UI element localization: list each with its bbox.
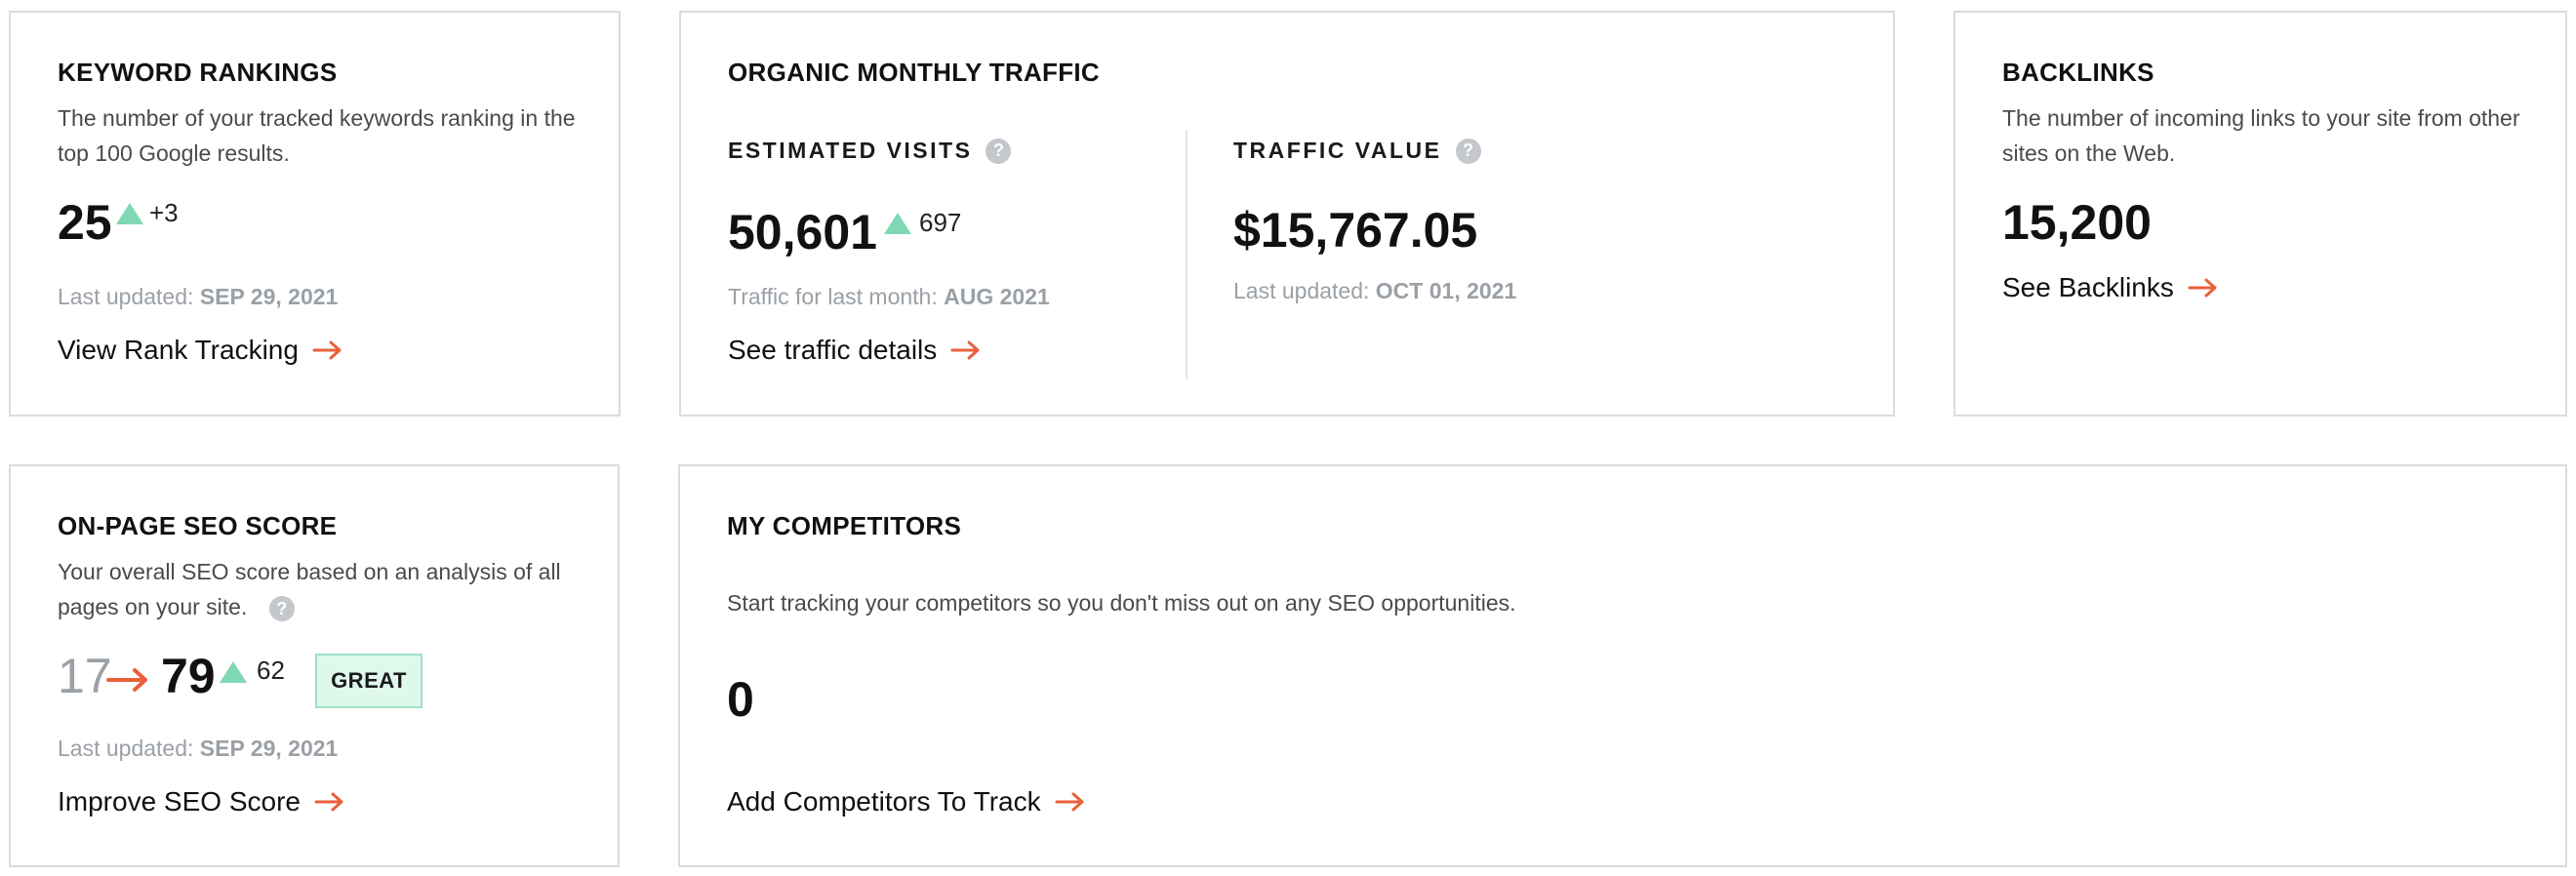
card-title: ORGANIC MONTHLY TRAFFIC: [728, 58, 1101, 87]
score-status-badge: GREAT: [315, 654, 423, 708]
link-label: See Backlinks: [2002, 272, 2174, 302]
onpage-seo-card: ON-PAGE SEO SCORE Your overall SEO score…: [9, 464, 620, 867]
add-competitors-link[interactable]: Add Competitors To Track: [727, 786, 1086, 817]
last-updated-prefix: Last updated:: [58, 736, 200, 761]
last-updated: Last updated: SEP 29, 2021: [58, 284, 338, 310]
estimated-visits-label: ESTIMATED VISITS ?: [728, 138, 1012, 164]
new-seo-score: 79: [161, 649, 216, 703]
link-label: See traffic details: [728, 335, 938, 365]
keyword-rankings-card: KEYWORD RANKINGS The number of your trac…: [9, 11, 621, 417]
last-updated-prefix: Last updated:: [1233, 278, 1376, 303]
traffic-value-updated: Last updated: OCT 01, 2021: [1233, 278, 1516, 304]
card-description: Start tracking your competitors so you d…: [727, 590, 1516, 616]
help-icon[interactable]: ?: [1455, 138, 1481, 164]
estimated-visits-value: 50,601: [728, 205, 877, 259]
card-title: BACKLINKS: [2002, 58, 2154, 87]
help-icon[interactable]: ?: [986, 138, 1012, 164]
visits-delta: 697: [919, 208, 962, 237]
card-description: The number of your tracked keywords rank…: [58, 105, 576, 166]
card-description: Your overall SEO score based on an analy…: [58, 554, 604, 624]
old-seo-score: 17: [58, 649, 112, 703]
view-rank-tracking-link[interactable]: View Rank Tracking: [58, 335, 343, 366]
last-updated: Last updated: SEP 29, 2021: [58, 736, 338, 762]
arrow-right-icon: [106, 668, 147, 692]
link-label: View Rank Tracking: [58, 335, 299, 365]
competitors-card: MY COMPETITORS Start tracking your compe…: [678, 464, 2567, 867]
link-label: Improve SEO Score: [58, 786, 301, 816]
triangle-up-icon: [884, 213, 911, 234]
sublabel-text: TRAFFIC VALUE: [1233, 138, 1442, 163]
arrow-right-icon: [950, 340, 980, 360]
last-updated-date: SEP 29, 2021: [199, 736, 339, 761]
traffic-value-amount: $15,767.05: [1233, 203, 1478, 258]
backlinks-card: BACKLINKS The number of incoming links t…: [1953, 11, 2567, 417]
triangle-up-icon: [220, 661, 247, 683]
arrow-right-icon: [314, 792, 343, 812]
see-traffic-details-link[interactable]: See traffic details: [728, 335, 982, 366]
see-backlinks-link[interactable]: See Backlinks: [2002, 272, 2219, 303]
help-icon[interactable]: ?: [268, 595, 295, 621]
backlinks-count: 15,200: [2002, 195, 2152, 250]
card-title: MY COMPETITORS: [727, 511, 962, 540]
seo-delta: 62: [257, 656, 285, 685]
improve-seo-score-link[interactable]: Improve SEO Score: [58, 786, 345, 817]
arrow-right-icon: [2188, 278, 2217, 298]
traffic-period-month: AUG 2021: [944, 284, 1050, 309]
arrow-right-icon: [1055, 792, 1084, 812]
ranking-count: 25: [58, 195, 112, 250]
link-label: Add Competitors To Track: [727, 786, 1041, 816]
card-title: KEYWORD RANKINGS: [58, 58, 338, 87]
organic-traffic-card: ORGANIC MONTHLY TRAFFIC ESTIMATED VISITS…: [679, 11, 1895, 417]
triangle-up-icon: [116, 203, 143, 224]
column-divider: [1186, 130, 1187, 379]
last-updated-date: OCT 01, 2021: [1375, 278, 1517, 303]
card-title: ON-PAGE SEO SCORE: [58, 511, 338, 540]
description-text: Your overall SEO score based on an analy…: [58, 559, 561, 619]
sublabel-text: ESTIMATED VISITS: [728, 138, 973, 163]
last-updated-date: SEP 29, 2021: [199, 284, 339, 309]
traffic-period: Traffic for last month: AUG 2021: [728, 284, 1050, 310]
ranking-delta: +3: [149, 198, 179, 227]
traffic-value-label: TRAFFIC VALUE ?: [1233, 138, 1481, 164]
last-updated-prefix: Last updated:: [58, 284, 200, 309]
competitors-count: 0: [727, 672, 754, 727]
card-description: The number of incoming links to your sit…: [2002, 105, 2520, 166]
arrow-right-icon: [312, 340, 342, 360]
traffic-period-prefix: Traffic for last month:: [728, 284, 945, 309]
